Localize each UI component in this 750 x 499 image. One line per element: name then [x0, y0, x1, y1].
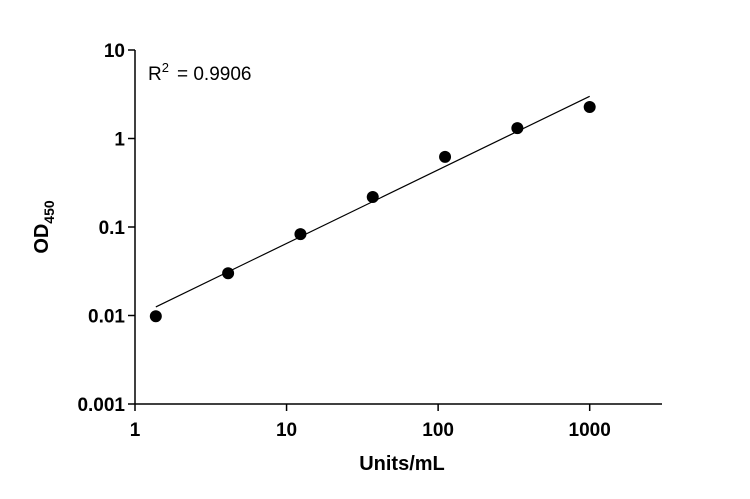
- y-tick-label: 10: [104, 41, 125, 62]
- annotation-exponent: 2: [162, 60, 169, 75]
- x-tick-label: 10: [276, 420, 297, 441]
- annotation-value: = 0.9906: [177, 64, 252, 85]
- y-axis-label-main: OD: [31, 224, 53, 254]
- annotation-r: R: [148, 64, 162, 85]
- data-point: [511, 122, 524, 135]
- y-tick-label: 0.001: [77, 395, 125, 416]
- x-tick-label: 100: [422, 420, 454, 441]
- data-point: [149, 310, 162, 323]
- x-axis-label: Units/mL: [359, 453, 445, 475]
- data-point: [294, 228, 307, 241]
- data-point: [222, 267, 235, 280]
- y-axis-label: OD450: [31, 200, 57, 254]
- annotation: R2 = 0.9906: [148, 60, 251, 85]
- x-tick-label: 1000: [569, 420, 611, 441]
- x-tick-label: 1: [130, 420, 141, 441]
- data-point: [366, 191, 379, 204]
- y-axis-label-subscript: 450: [41, 200, 57, 224]
- data-point: [583, 100, 596, 113]
- data-point: [439, 150, 452, 163]
- y-tick-label: 0.01: [88, 307, 125, 328]
- y-tick-label: 0.1: [99, 218, 126, 239]
- y-tick-label: 1: [114, 130, 125, 151]
